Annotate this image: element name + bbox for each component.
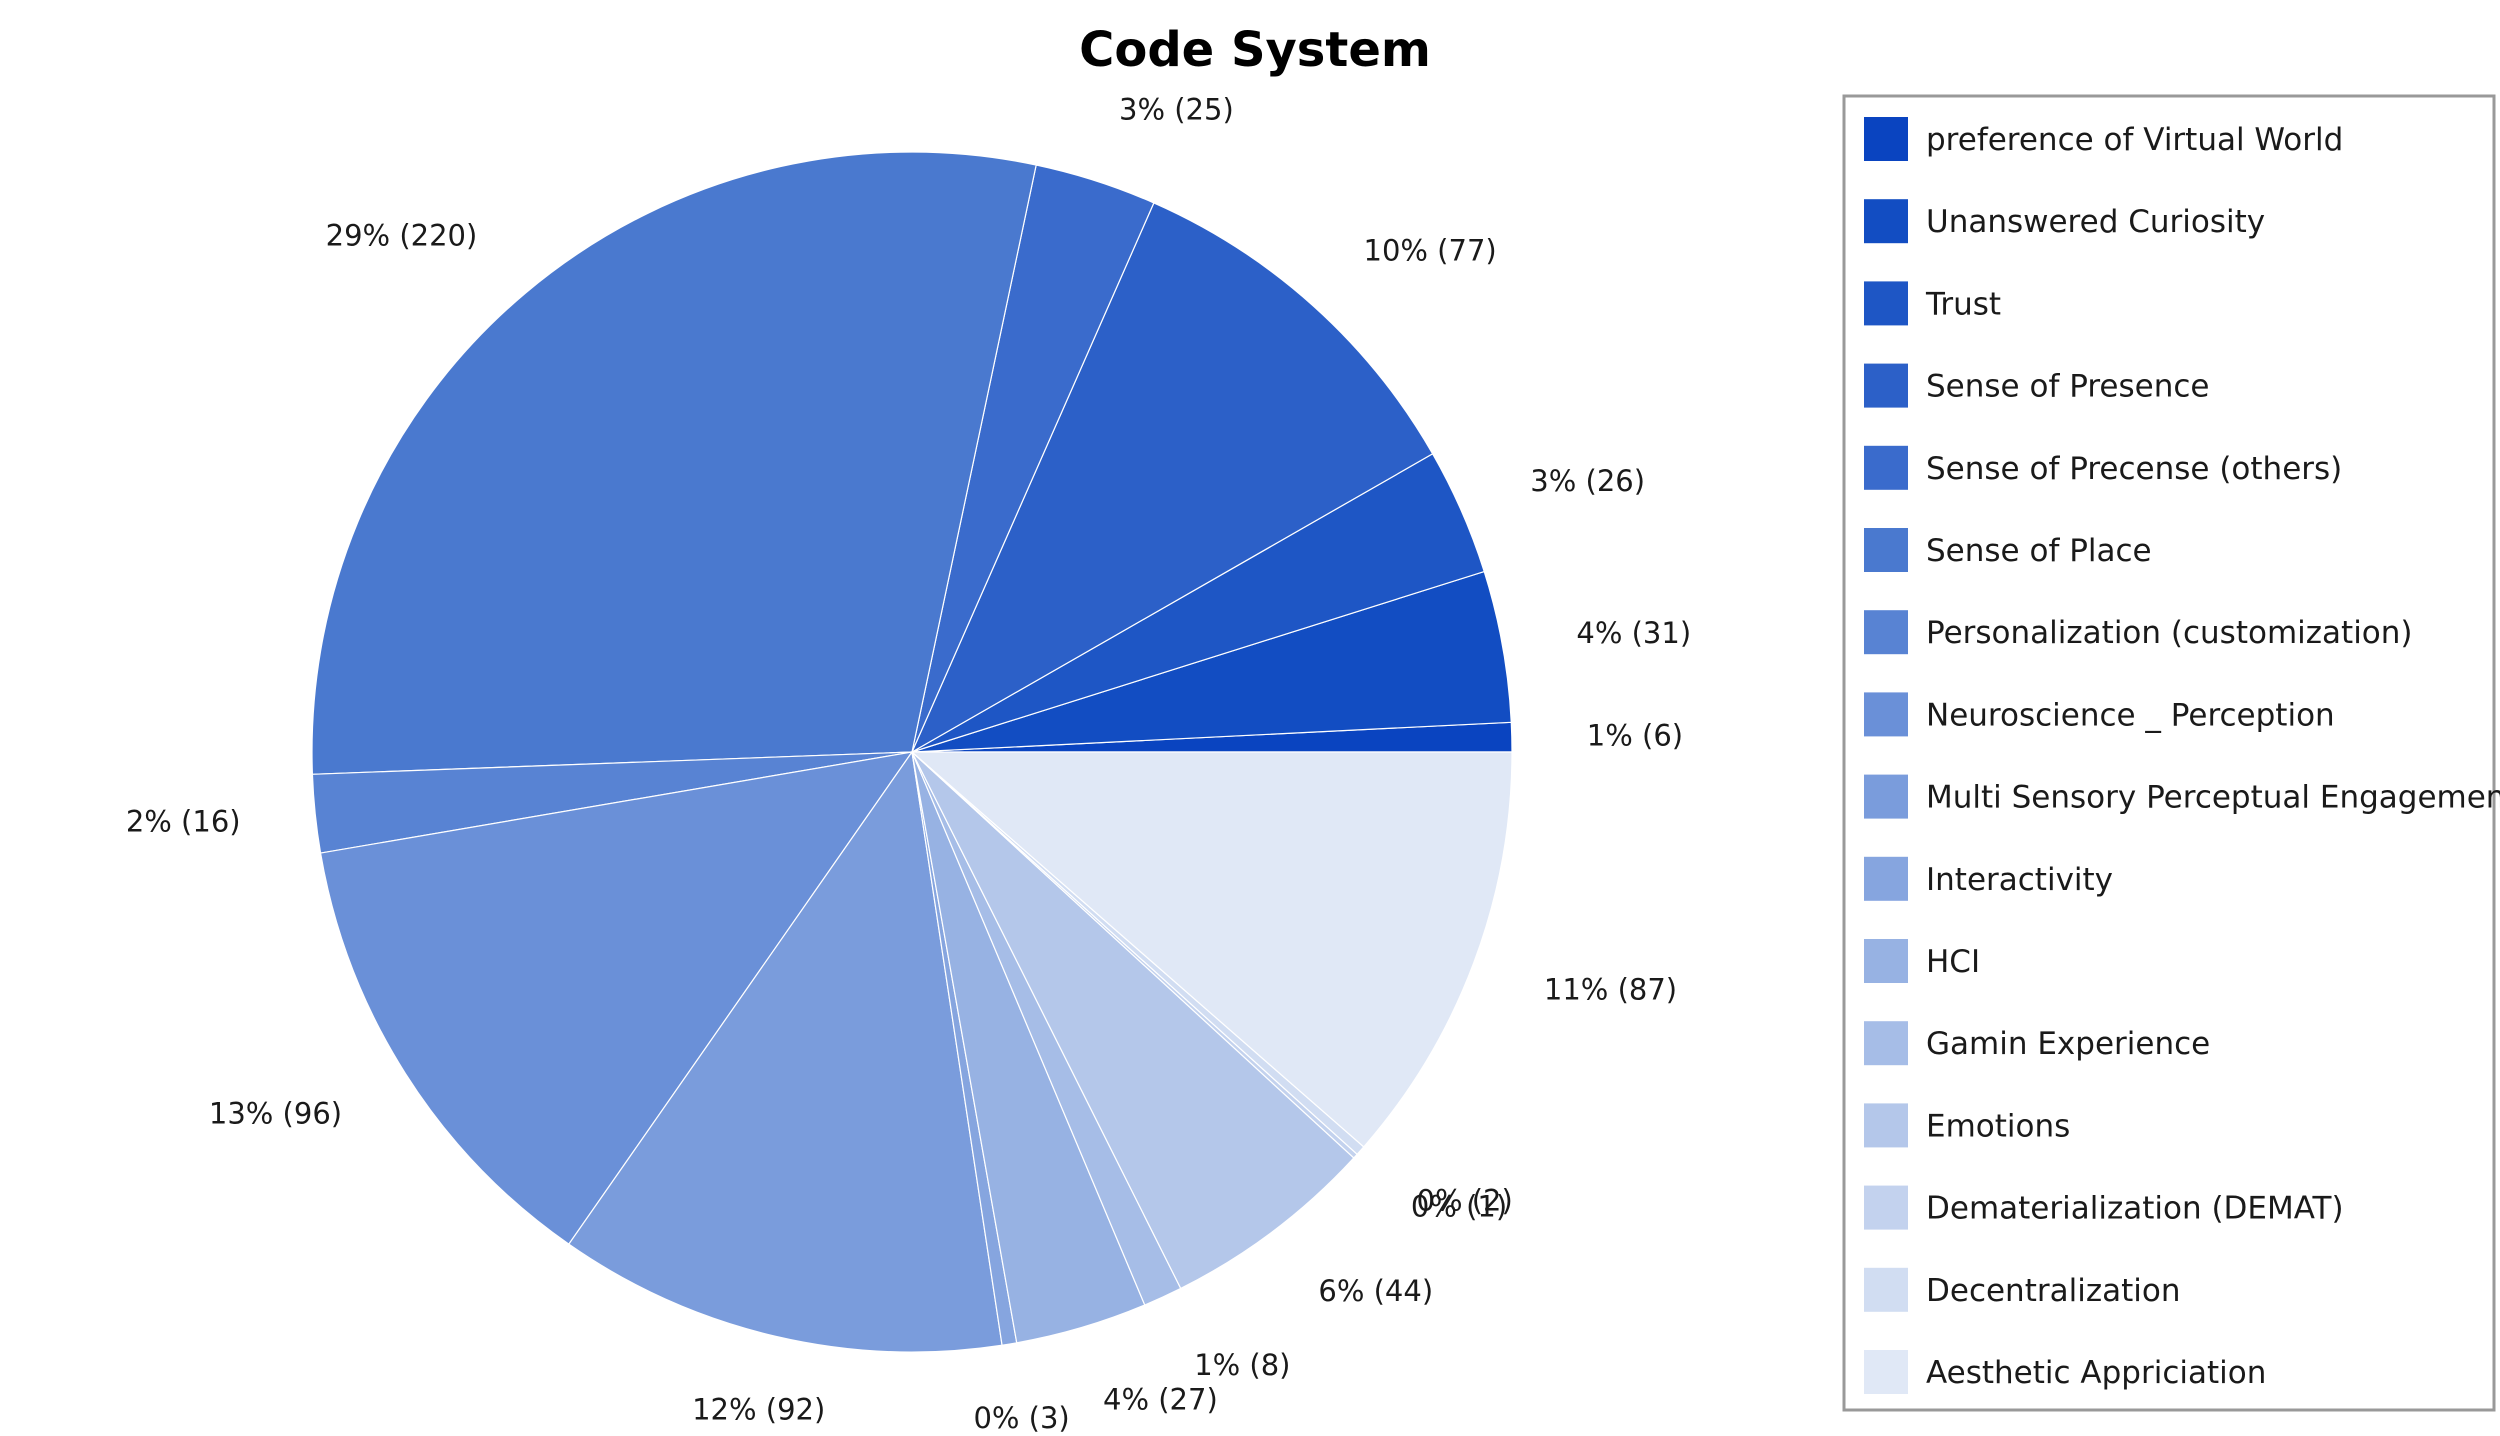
slice-label: 2% (16) [126,805,241,839]
legend-label: HCI [1926,944,1980,980]
legend-swatch [1864,939,1908,983]
slice-label: 0% (2) [1417,1183,1513,1217]
slice-label: 0% (3) [973,1401,1069,1435]
legend-label: Multi Sensory Perceptual Engagement [1926,780,2500,816]
slice-labels: 1% (6) 4% (31) 3% (26) 10% (77) 3% (25) 29% (… [126,93,1691,1436]
pie-slice [319,751,914,1245]
legend-label: Dematerialization (DEMAT) [1926,1191,2344,1227]
pie-slice [311,151,1037,775]
legend-swatch [1864,774,1908,819]
legend-label: Emotions [1926,1108,2070,1144]
pie-slice [910,751,1513,1148]
legend-swatch [1864,363,1908,408]
slice-label: 3% (26) [1530,464,1645,498]
legend-label: Personalization (customization) [1926,615,2413,651]
legend-swatch [1864,1350,1908,1394]
chart-title: Code System [1079,22,1431,78]
slice-label: 0% (1) [1411,1190,1507,1224]
slice-label: 12% (92) [692,1392,825,1426]
legend-swatch [1864,1021,1908,1066]
pie-slice [567,750,1003,1353]
legend-swatch [1864,281,1908,326]
legend-swatch [1864,692,1908,737]
slice-label: 29% (220) [326,219,478,253]
legend-swatch [1864,1103,1908,1148]
legend-swatch [1864,1267,1908,1312]
slice-label: 6% (44) [1318,1274,1433,1308]
pie-slice [911,751,1355,1290]
legend-label: Aesthetic Appriciation [1926,1355,2266,1391]
legend-swatch [1864,117,1908,161]
slice-label: 4% (31) [1576,616,1691,650]
slice-label: 10% (77) [1364,233,1497,267]
slice-label: 4% (27) [1103,1382,1218,1416]
legend-frame [1842,94,2496,1412]
legend-label: Unanswered Curiosity [1926,204,2265,240]
legend-label: Neuroscience _ Perception [1926,697,2335,733]
legend-label: preference of Virtual World [1926,122,2343,158]
legend-swatch [1864,528,1908,572]
legend-label: Trust [1925,286,2001,322]
slice-label: 1% (8) [1194,1348,1290,1382]
legend-swatch [1864,610,1908,655]
legend-label: Sense of Place [1926,533,2152,569]
pie-slice [910,202,1434,754]
slice-label: 3% (25) [1119,93,1234,127]
legend-swatch [1864,199,1908,244]
legend-label: Decentralization [1926,1273,2180,1309]
legend-swatch [1864,445,1908,490]
legend-label: Sense of Presence [1926,369,2209,405]
legend-swatch [1864,1185,1908,1230]
legend-label: Gamin Experience [1926,1026,2210,1062]
legend-swatch [1864,856,1908,901]
pie-slices [311,151,1513,1353]
legend: preference of Virtual World Unanswered Cu… [1842,94,2500,1412]
legend-label: Sense of Precense (others) [1926,451,2342,487]
slice-label: 1% (6) [1587,718,1683,752]
legend-label: Interactivity [1926,862,2113,898]
slice-label: 13% (96) [209,1097,342,1131]
legend-items: preference of Virtual World Unanswered Cu… [1864,117,2500,1394]
slice-label: 11% (87) [1544,972,1677,1006]
